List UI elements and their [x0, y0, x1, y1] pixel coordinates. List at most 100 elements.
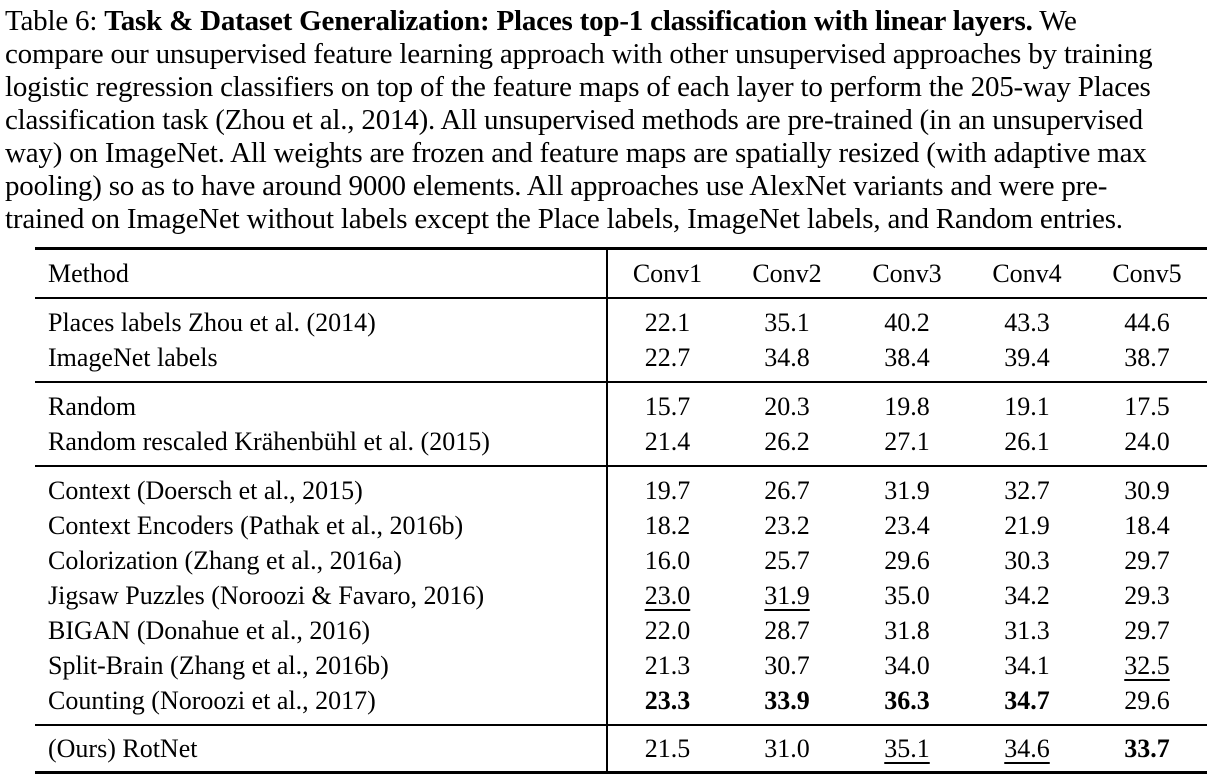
- value-cell: 32.7: [1004, 476, 1050, 505]
- value-cell-underlined: 35.1: [884, 734, 930, 763]
- group-random: Random 15.7 20.3 19.8 19.1 17.5 Random r…: [35, 382, 1207, 466]
- table-row: Random 15.7 20.3 19.8 19.1 17.5: [35, 382, 1207, 424]
- caption-label: Table 6:: [5, 5, 105, 37]
- caption-line-4: classification task (Zhou et al., 2014).…: [5, 104, 1143, 136]
- caption-line-1: Table 6: Task & Dataset Generalization: …: [5, 5, 1230, 38]
- value-cell: 31.9: [884, 476, 930, 505]
- value-cell: 34.2: [1004, 581, 1050, 610]
- column-header-conv4: Conv4: [967, 248, 1087, 299]
- value-cell: 17.5: [1124, 392, 1170, 421]
- results-table-container: Method Conv1 Conv2 Conv3 Conv4 Conv5 Pla…: [35, 247, 1207, 774]
- table-row: BIGAN (Donahue et al., 2016) 22.0 28.7 3…: [35, 613, 1207, 648]
- value-cell: 29.6: [884, 546, 930, 575]
- column-header-conv3: Conv3: [847, 248, 967, 299]
- value-cell: 16.0: [606, 543, 727, 578]
- value-cell: 29.3: [1124, 581, 1170, 610]
- value-cell: 18.2: [606, 508, 727, 543]
- value-cell: 38.4: [884, 343, 930, 372]
- method-cell: Context Encoders (Pathak et al., 2016b): [48, 511, 464, 540]
- value-cell-bold: 36.3: [884, 686, 930, 715]
- value-cell: 38.7: [1124, 343, 1170, 372]
- caption-line-5: way) on ImageNet. All weights are frozen…: [5, 137, 1147, 169]
- value-cell-bold: 33.7: [1124, 734, 1170, 763]
- value-cell: 24.0: [1124, 427, 1170, 456]
- value-cell: 27.1: [884, 427, 930, 456]
- header-row: Method Conv1 Conv2 Conv3 Conv4 Conv5: [35, 248, 1207, 299]
- value-cell: 39.4: [1004, 343, 1050, 372]
- value-cell: 23.2: [764, 511, 810, 540]
- value-cell: 19.7: [606, 466, 727, 508]
- value-cell: 34.0: [884, 651, 930, 680]
- value-cell: 31.0: [764, 734, 810, 763]
- column-header-conv1: Conv1: [606, 248, 727, 299]
- value-cell-bold: 34.7: [1004, 686, 1050, 715]
- method-cell: Split-Brain (Zhang et al., 2016b): [48, 651, 389, 680]
- column-header-method: Method: [35, 248, 607, 299]
- value-cell: 31.3: [1004, 616, 1050, 645]
- value-cell-underlined: 34.6: [1004, 734, 1050, 763]
- value-cell: 43.3: [1004, 308, 1050, 337]
- group-unsupervised: Context (Doersch et al., 2015) 19.7 26.7…: [35, 466, 1207, 725]
- value-cell: 34.8: [764, 343, 810, 372]
- value-cell: 44.6: [1124, 308, 1170, 337]
- value-cell: 40.2: [884, 308, 930, 337]
- value-cell: 21.9: [1004, 511, 1050, 540]
- value-cell: 22.1: [606, 298, 727, 340]
- value-cell-underlined: 23.0: [606, 578, 727, 613]
- value-cell: 15.7: [606, 382, 727, 424]
- caption-line-6: pooling) so as to have around 9000 eleme…: [5, 170, 1108, 202]
- value-cell: 31.8: [884, 616, 930, 645]
- caption-line-7: trained on ImageNet without labels excep…: [5, 203, 1123, 235]
- method-cell: Counting (Noroozi et al., 2017): [48, 686, 376, 715]
- value-cell-underlined: 32.5: [1124, 651, 1170, 680]
- group-ours: (Ours) RotNet 21.5 31.0 35.1 34.6 33.7: [35, 725, 1207, 773]
- value-cell: 35.0: [884, 581, 930, 610]
- value-cell: 19.8: [884, 392, 930, 421]
- table-row: Colorization (Zhang et al., 2016a) 16.0 …: [35, 543, 1207, 578]
- value-cell: 23.4: [884, 511, 930, 540]
- table-row: Random rescaled Krähenbühl et al. (2015)…: [35, 424, 1207, 466]
- results-table: Method Conv1 Conv2 Conv3 Conv4 Conv5 Pla…: [35, 247, 1207, 774]
- value-cell: 26.1: [1004, 427, 1050, 456]
- method-cell: (Ours) RotNet: [48, 734, 198, 763]
- value-cell-bold: 33.9: [764, 686, 810, 715]
- column-header-conv2: Conv2: [727, 248, 847, 299]
- value-cell: 20.3: [764, 392, 810, 421]
- table-row: Counting (Noroozi et al., 2017) 23.3 33.…: [35, 683, 1207, 725]
- method-cell: BIGAN (Donahue et al., 2016): [48, 616, 371, 645]
- column-header-conv5: Conv5: [1087, 248, 1207, 299]
- value-cell: 19.1: [1004, 392, 1050, 421]
- value-cell: 22.7: [606, 340, 727, 382]
- caption-line-1-rest: We: [1032, 5, 1077, 37]
- value-cell: 18.4: [1124, 511, 1170, 540]
- value-cell-bold: 23.3: [606, 683, 727, 725]
- caption-line-2: compare our unsupervised feature learnin…: [5, 38, 1153, 70]
- group-supervised: Places labels Zhou et al. (2014) 22.1 35…: [35, 298, 1207, 382]
- value-cell: 26.7: [764, 476, 810, 505]
- table-row: ImageNet labels 22.7 34.8 38.4 39.4 38.7: [35, 340, 1207, 382]
- table-row: Context Encoders (Pathak et al., 2016b) …: [35, 508, 1207, 543]
- method-cell: Jigsaw Puzzles (Noroozi & Favaro, 2016): [48, 581, 485, 610]
- caption-bold-title: Task & Dataset Generalization: Places to…: [104, 5, 1033, 37]
- method-cell: ImageNet labels: [48, 343, 218, 372]
- value-cell: 26.2: [764, 427, 810, 456]
- table-row: Jigsaw Puzzles (Noroozi & Favaro, 2016) …: [35, 578, 1207, 613]
- value-cell-underlined: 31.9: [764, 581, 810, 610]
- method-cell: Random: [48, 392, 137, 421]
- value-cell: 29.6: [1124, 686, 1170, 715]
- value-cell: 21.5: [606, 725, 727, 773]
- value-cell: 28.7: [764, 616, 810, 645]
- value-cell: 34.1: [1004, 651, 1050, 680]
- table-row: Context (Doersch et al., 2015) 19.7 26.7…: [35, 466, 1207, 508]
- value-cell: 30.3: [1004, 546, 1050, 575]
- method-cell: Colorization (Zhang et al., 2016a): [48, 546, 402, 575]
- method-cell: Random rescaled Krähenbühl et al. (2015): [48, 427, 490, 456]
- table-row-ours: (Ours) RotNet 21.5 31.0 35.1 34.6 33.7: [35, 725, 1207, 773]
- caption-line-3: logistic regression classifiers on top o…: [5, 71, 1151, 103]
- value-cell: 21.3: [606, 648, 727, 683]
- method-cell: Context (Doersch et al., 2015): [48, 476, 363, 505]
- value-cell: 29.7: [1124, 616, 1170, 645]
- value-cell: 35.1: [764, 308, 810, 337]
- value-cell: 30.7: [764, 651, 810, 680]
- value-cell: 22.0: [606, 613, 727, 648]
